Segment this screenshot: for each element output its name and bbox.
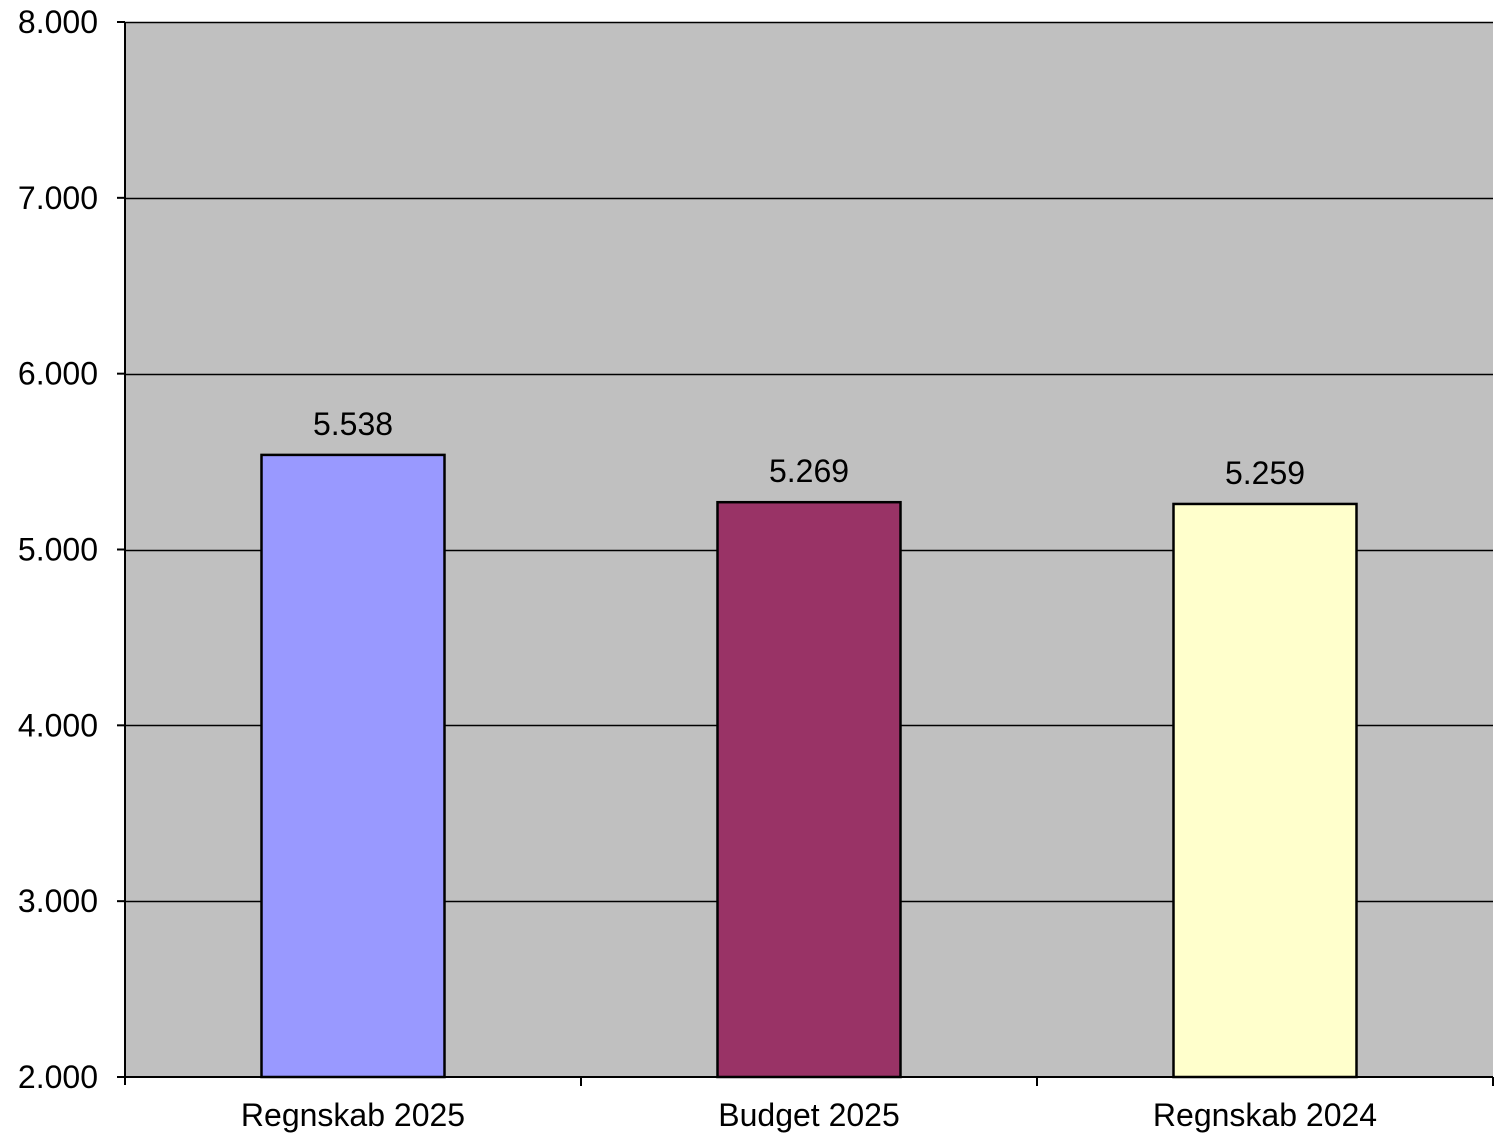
bars xyxy=(260,453,1358,1079)
data-label: 5.259 xyxy=(1225,455,1305,491)
bar xyxy=(1172,502,1358,1079)
y-tick-label: 8.000 xyxy=(18,4,98,40)
x-tick-label: Regnskab 2024 xyxy=(1153,1097,1377,1133)
y-axis-ticks: 2.000 3.000 4.000 5.000 6.000 7.000 8.000 xyxy=(18,4,125,1095)
x-tick-label: Regnskab 2025 xyxy=(241,1097,465,1133)
data-labels: 5.538 5.269 5.259 xyxy=(313,406,1305,491)
x-tick-label: Budget 2025 xyxy=(718,1097,900,1133)
axes xyxy=(117,22,1493,1085)
y-tick-label: 4.000 xyxy=(18,707,98,743)
y-tick-label: 6.000 xyxy=(18,356,98,392)
y-tick-label: 2.000 xyxy=(18,1059,98,1095)
y-tick-label: 7.000 xyxy=(18,180,98,216)
y-tick-label: 3.000 xyxy=(18,883,98,919)
x-axis-ticks: Regnskab 2025 Budget 2025 Regnskab 2024 xyxy=(241,1077,1494,1133)
bar xyxy=(260,453,446,1079)
data-label: 5.269 xyxy=(769,453,849,489)
bar xyxy=(716,500,902,1079)
data-label: 5.538 xyxy=(313,406,393,442)
y-tick-label: 5.000 xyxy=(18,532,98,568)
